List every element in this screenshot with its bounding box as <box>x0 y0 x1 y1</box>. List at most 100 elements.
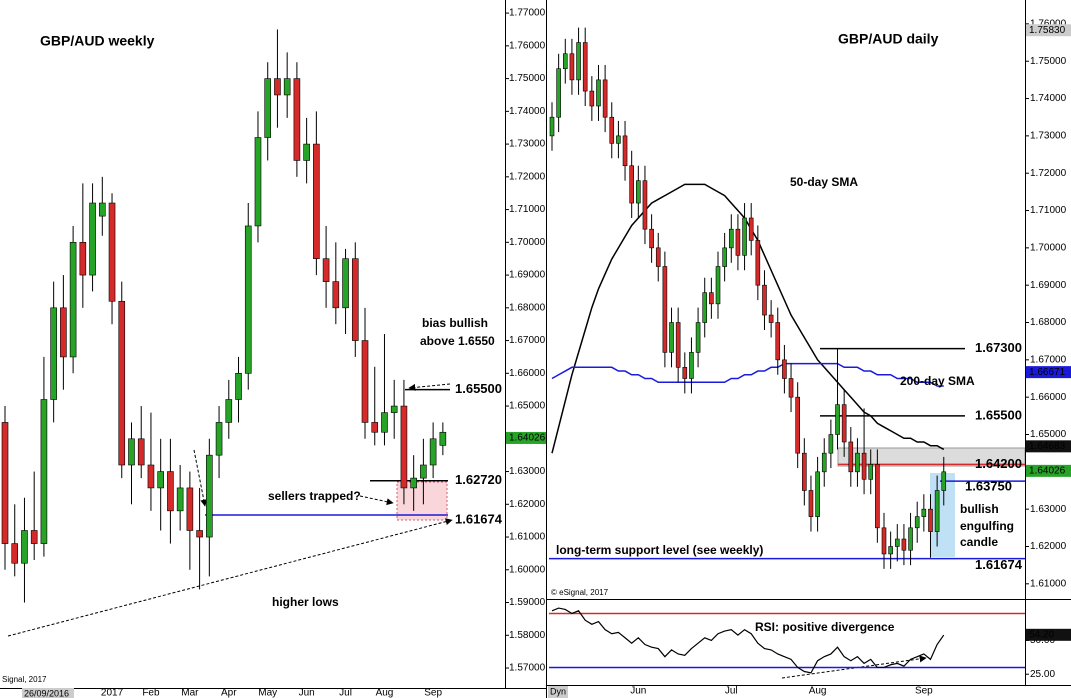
price-tag-label: 1.64683 <box>1029 441 1066 452</box>
candle-body <box>157 471 164 489</box>
x-tick-label: Sep <box>424 688 442 698</box>
candle-body <box>549 116 555 137</box>
candle-body <box>147 464 155 489</box>
y-tick-label: 1.71000 <box>1030 205 1067 216</box>
candle-body <box>894 538 900 547</box>
level-label: 1.62720 <box>455 472 502 487</box>
candle-body <box>196 530 203 538</box>
y-tick-label: 1.58000 <box>509 630 546 641</box>
sma-line <box>551 183 945 454</box>
candle-body <box>642 180 648 230</box>
level-label: 1.61674 <box>455 511 503 526</box>
candle-body <box>99 202 106 217</box>
candle-body <box>89 202 96 276</box>
candle-body <box>50 307 57 400</box>
x-tick-label: Mar <box>181 688 199 698</box>
candle-body <box>855 452 860 473</box>
candle-body <box>622 135 628 167</box>
annotation: bullish <box>960 502 999 516</box>
x-tick-label: Aug <box>809 686 827 697</box>
highlight-box <box>396 481 448 521</box>
x-tick-label: Jul <box>339 688 352 698</box>
candle-body <box>11 543 19 564</box>
candle-body <box>868 464 874 480</box>
price-tag <box>1026 628 1071 641</box>
price-tag <box>1026 24 1071 37</box>
candle-body <box>709 292 714 305</box>
price-tag-label: 1.64026 <box>509 433 546 444</box>
candle-body <box>293 78 301 161</box>
y-tick-label: 1.65000 <box>509 401 546 412</box>
y-tick-label: 1.77000 <box>509 8 546 19</box>
level-label: 1.61674 <box>975 557 1023 572</box>
candle-body <box>582 42 588 92</box>
candle-body <box>30 530 38 544</box>
candle-body <box>186 487 194 531</box>
y-tick-label: 1.66000 <box>509 368 546 379</box>
y-tick-label: 1.72000 <box>1030 168 1067 179</box>
annotation: above 1.6550 <box>420 334 495 348</box>
price-tag-label: 54.20 <box>1029 629 1054 640</box>
candle-body <box>60 307 67 358</box>
y-tick-label: 1.70000 <box>1030 243 1067 254</box>
x-tick-label: Feb <box>142 688 160 698</box>
price-tag-label: 1.64026 <box>1029 466 1066 477</box>
price-tag <box>1026 464 1071 477</box>
y-tick-label: 1.75000 <box>1030 56 1067 67</box>
y-tick-label: 1.73000 <box>1030 131 1067 142</box>
annotation: bias bullish <box>422 316 488 330</box>
candle-body <box>908 527 913 551</box>
y-tick-label: 1.68000 <box>1030 317 1067 328</box>
candle-body <box>439 431 447 446</box>
candle-body <box>225 399 233 423</box>
candle-body <box>841 404 847 443</box>
arrow <box>193 449 208 507</box>
y-tick-label: 1.61000 <box>509 532 546 543</box>
y-tick-label: 1.74000 <box>1030 93 1067 104</box>
y-tick-label: 1.57000 <box>509 663 546 674</box>
candle-body <box>215 422 223 456</box>
candle-body <box>381 412 388 433</box>
candle-body <box>108 202 116 302</box>
candle-body <box>118 300 126 466</box>
series-label: 50-day SMA <box>790 175 858 189</box>
candle-body <box>941 471 947 491</box>
candle-body <box>702 292 708 323</box>
arrow <box>359 495 394 506</box>
candle-body <box>21 530 28 564</box>
price-tag <box>1026 440 1071 453</box>
candle-body <box>848 441 854 473</box>
candle-body <box>629 165 634 204</box>
candle-body <box>875 464 880 529</box>
y-tick-label: 1.68000 <box>509 302 546 313</box>
sma-line <box>551 362 944 387</box>
rsi-line <box>551 607 945 674</box>
y-tick-label: 1.71000 <box>509 204 546 215</box>
y-tick-label: 1.74000 <box>509 106 546 117</box>
annotation: higher lows <box>272 595 339 609</box>
candle-body <box>742 217 747 256</box>
candle-body <box>755 240 761 286</box>
candle-body <box>244 225 252 374</box>
price-tag <box>506 431 546 444</box>
chart-title: RSI: positive divergence <box>755 620 895 634</box>
y-tick-label: 1.69000 <box>1030 280 1067 291</box>
candle-body <box>914 516 920 529</box>
candle-body <box>596 79 601 107</box>
level-label: 1.64200 <box>975 456 1022 471</box>
candle-body <box>682 367 688 379</box>
candle-body <box>589 90 595 107</box>
candle-body <box>342 258 349 309</box>
candle-body <box>815 471 820 517</box>
price-tag <box>1026 366 1071 379</box>
candle-body <box>562 53 568 69</box>
candle-body <box>808 490 814 517</box>
candle-body <box>429 438 437 466</box>
candle-body <box>775 322 781 361</box>
candle-body <box>609 116 615 144</box>
candle-body <box>795 396 800 454</box>
y-tick-label: 1.63000 <box>509 466 546 477</box>
x-tick-label: Jun <box>630 686 646 697</box>
x-tick-label: Jul <box>725 686 738 697</box>
candle-body <box>390 405 398 413</box>
